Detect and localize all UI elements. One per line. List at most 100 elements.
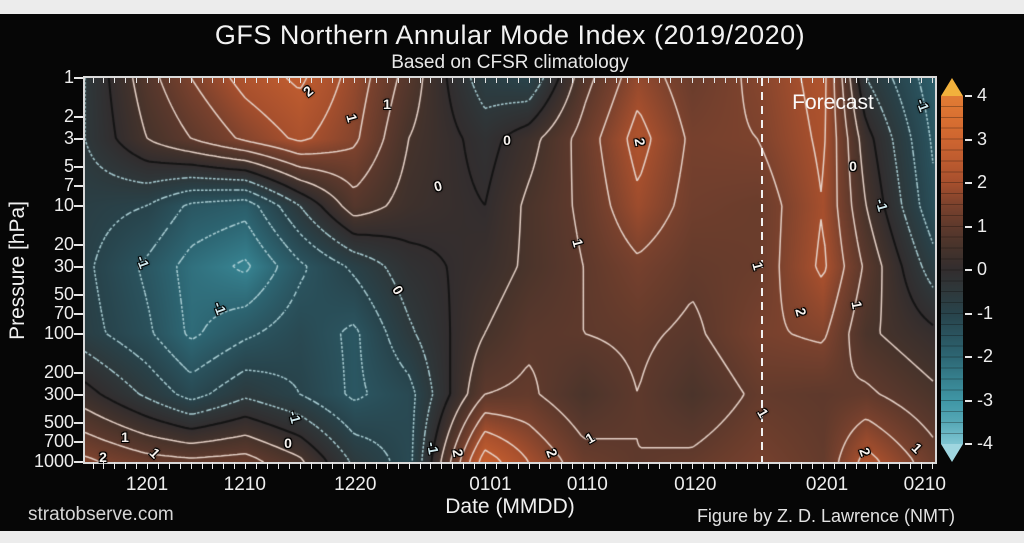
x-minor-tick-top	[474, 78, 476, 83]
x-tick-label: 0101	[469, 474, 512, 495]
colorbar-tick	[965, 312, 972, 315]
x-minor-tick-top	[147, 78, 149, 83]
x-minor-tick-top	[724, 78, 726, 83]
x-minor-tick	[757, 462, 759, 469]
x-minor-tick-top	[190, 78, 192, 83]
colorbar-tick	[965, 225, 972, 228]
x-minor-tick-top	[375, 78, 377, 83]
x-minor-tick-top	[408, 78, 410, 83]
x-minor-tick	[910, 462, 912, 469]
x-minor-tick	[266, 462, 268, 469]
y-tick-label: 200	[43, 361, 74, 382]
x-minor-tick	[866, 462, 868, 469]
x-tick-label: 0201	[805, 474, 849, 495]
colorbar-tick-label: 3	[977, 128, 988, 149]
x-minor-tick-top	[234, 78, 236, 83]
x-minor-tick	[299, 462, 301, 469]
y-tick	[74, 266, 83, 269]
x-minor-tick-top	[910, 78, 912, 83]
x-minor-tick	[245, 462, 247, 469]
x-minor-tick	[615, 462, 617, 469]
contour-label: 1	[121, 429, 129, 445]
y-tick-label: 20	[53, 233, 74, 254]
y-tick-label: 1000	[33, 451, 74, 471]
y-tick-label: 500	[43, 412, 74, 433]
x-minor-tick-top	[179, 78, 181, 83]
x-minor-tick-top	[201, 78, 203, 83]
x-minor-tick	[452, 462, 454, 469]
x-tick-label: 0210	[903, 474, 946, 495]
x-minor-tick-top	[866, 78, 868, 83]
x-tick-label: 0120	[674, 474, 717, 495]
x-minor-tick-top	[441, 78, 443, 83]
colorbar-tick-label: -1	[977, 302, 994, 323]
y-tick-label: 50	[53, 284, 74, 305]
x-minor-tick	[877, 462, 879, 469]
x-minor-tick	[604, 462, 606, 469]
y-tick	[74, 333, 83, 335]
colorbar-tick-label: 2	[977, 172, 988, 192]
x-minor-tick-top	[157, 78, 159, 83]
x-minor-tick	[179, 462, 181, 469]
x-axis-tick-labels: 1201 1210 1220 0101 0110 0120 0201 0210	[85, 462, 946, 500]
x-minor-tick-top	[833, 78, 835, 83]
y-tick	[74, 371, 83, 374]
y-axis-tick-labels: 1 2 3 5 7 10 20 30 50 70 100 200 300 500 700 1000	[0, 67, 74, 471]
colorbar-tick	[965, 138, 972, 141]
x-tick-label: 1201	[125, 474, 169, 495]
contour-label: 0	[849, 158, 857, 174]
x-minor-tick	[844, 462, 846, 469]
x-minor-tick	[212, 462, 214, 469]
colorbar-tick	[965, 269, 972, 271]
y-tick-label: 3	[63, 128, 74, 149]
top-letterbox-strip	[0, 0, 1024, 14]
y-tick-label: 30	[53, 256, 74, 277]
x-minor-tick-top	[114, 78, 116, 83]
x-minor-tick-top	[572, 78, 574, 83]
colorbar-tick-label: -3	[977, 389, 994, 410]
x-minor-tick	[310, 462, 312, 469]
colorbar-tick	[965, 356, 972, 358]
colorbar-tick-label: 0	[977, 259, 988, 279]
x-minor-tick-top	[561, 78, 563, 83]
x-minor-tick	[136, 462, 138, 469]
x-minor-tick	[822, 462, 824, 469]
x-minor-tick-top	[517, 78, 519, 83]
x-minor-tick	[190, 462, 192, 469]
x-minor-tick-top	[430, 78, 432, 83]
x-minor-tick	[920, 462, 922, 469]
colorbar-tick-label: -2	[977, 346, 994, 366]
x-minor-tick-top	[811, 78, 813, 83]
x-minor-tick	[746, 462, 748, 469]
y-tick	[74, 138, 83, 141]
x-minor-tick-top	[92, 78, 94, 83]
x-minor-tick	[790, 462, 792, 469]
colorbar: 4 3 2 1 0 -1 -2 -3 -4	[941, 78, 993, 462]
x-minor-tick-top	[746, 78, 748, 83]
x-minor-tick	[768, 462, 770, 469]
contour-label: 0	[503, 132, 511, 148]
x-minor-tick-top	[604, 78, 606, 83]
credit-text: Figure by Z. D. Lawrence (NMT)	[696, 506, 955, 526]
x-minor-tick	[474, 462, 476, 469]
x-minor-tick-top	[702, 78, 704, 83]
x-minor-tick	[779, 462, 781, 469]
x-minor-tick	[811, 462, 813, 469]
x-minor-tick-top	[310, 78, 312, 83]
x-minor-tick	[724, 462, 726, 469]
x-minor-tick-top	[593, 78, 595, 83]
x-minor-tick	[168, 462, 170, 469]
x-minor-tick	[801, 462, 803, 469]
x-minor-tick	[670, 462, 672, 469]
x-minor-tick	[626, 462, 628, 469]
x-minor-tick-top	[332, 78, 334, 83]
x-minor-tick-top	[277, 78, 279, 83]
x-minor-tick-top	[103, 78, 105, 83]
x-minor-tick	[648, 462, 650, 469]
forecast-label: Forecast	[792, 91, 874, 114]
x-minor-tick-top	[855, 78, 857, 83]
x-minor-tick	[375, 462, 377, 469]
x-minor-tick-top	[888, 78, 890, 83]
x-minor-tick	[702, 462, 704, 469]
x-minor-tick	[659, 462, 661, 469]
